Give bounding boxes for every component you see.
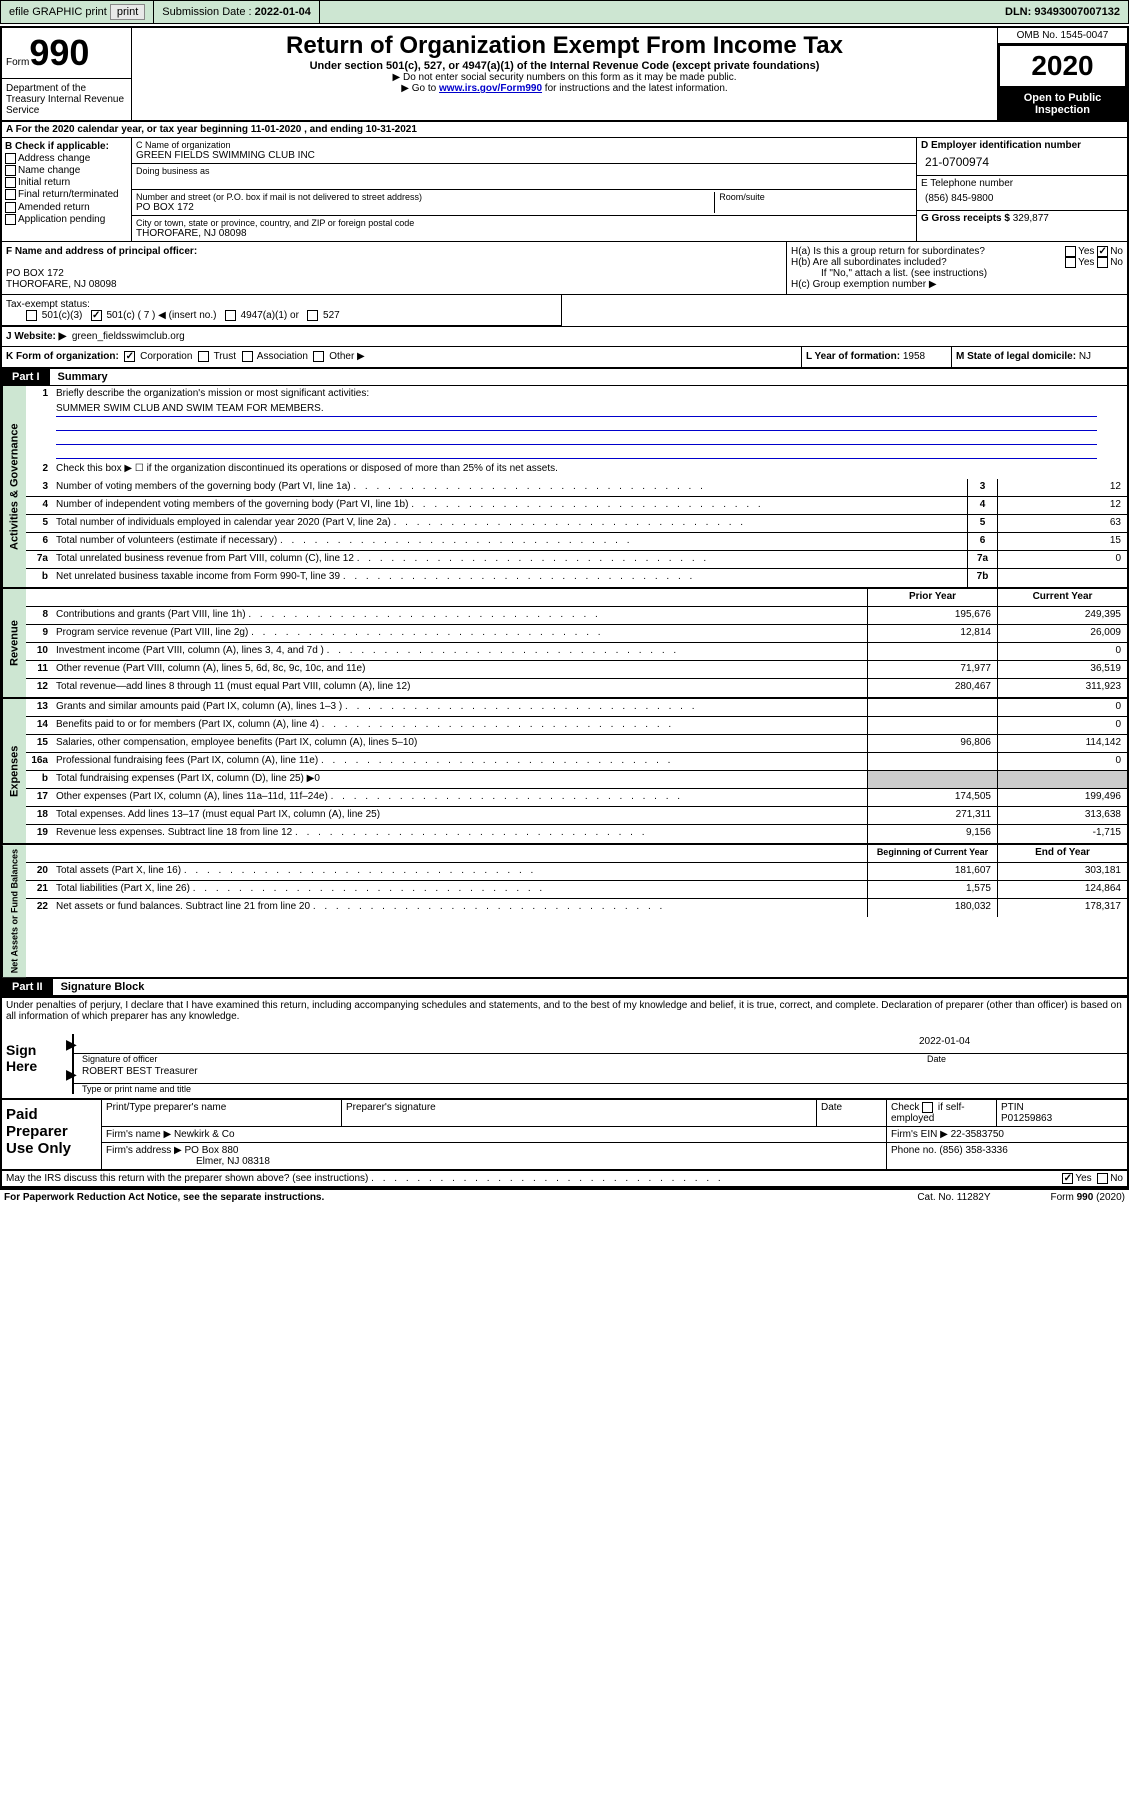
omb-number: OMB No. 1545-0047 <box>998 28 1127 44</box>
form-of-org: K Form of organization: Corporation Trus… <box>2 347 802 366</box>
tax-year: 2020 <box>1000 46 1125 86</box>
row-klm: K Form of organization: Corporation Trus… <box>2 347 1127 368</box>
revenue-section: Revenue Prior YearCurrent Year 8Contribu… <box>2 589 1127 699</box>
form-subtitle: Under section 501(c), 527, or 4947(a)(1)… <box>136 60 993 72</box>
sign-here: Sign Here ▶2022-01-04 Signature of offic… <box>2 1034 1127 1094</box>
side-label-revenue: Revenue <box>2 589 26 697</box>
row-a: A For the 2020 calendar year, or tax yea… <box>2 121 1127 138</box>
group-return: H(a) Is this a group return for subordin… <box>787 242 1127 294</box>
dept-label: Department of the Treasury Internal Reve… <box>2 79 131 120</box>
header-right: OMB No. 1545-0047 2020 Open to PublicIns… <box>997 28 1127 120</box>
side-label-net: Net Assets or Fund Balances <box>2 845 26 977</box>
form-container: Form990 Department of the Treasury Inter… <box>0 26 1129 1190</box>
part-i-header: Part I Summary <box>2 369 1127 386</box>
instructions-link[interactable]: www.irs.gov/Form990 <box>439 83 542 94</box>
principal-officer: F Name and address of principal officer:… <box>2 242 787 294</box>
year-formation: L Year of formation: 1958 <box>802 347 952 366</box>
telephone: E Telephone number(856) 845-9800 <box>917 176 1127 211</box>
inspection-notice: Open to PublicInspection <box>998 88 1127 120</box>
ein: D Employer identification number21-07009… <box>917 138 1127 176</box>
efile-label: efile GRAPHIC print print <box>1 1 154 23</box>
header-center: Return of Organization Exempt From Incom… <box>132 28 997 120</box>
paid-preparer: Paid Preparer Use Only Print/Type prepar… <box>2 1098 1127 1171</box>
activities-governance: Activities & Governance 1 Briefly descri… <box>2 386 1127 589</box>
dba: Doing business as <box>132 164 916 190</box>
org-name: C Name of organizationGREEN FIELDS SWIMM… <box>132 138 916 164</box>
side-label-activities: Activities & Governance <box>2 386 26 587</box>
dln: DLN: 93493007007132 <box>997 4 1128 20</box>
part-ii-header: Part II Signature Block <box>2 977 1127 996</box>
topbar: efile GRAPHIC print print Submission Dat… <box>0 0 1129 24</box>
col-d: D Employer identification number21-07009… <box>917 138 1127 241</box>
row-tax-website: Tax-exempt status: 501(c)(3) 501(c) ( 7 … <box>2 295 1127 327</box>
street-address: Number and street (or P.O. box if mail i… <box>132 190 916 216</box>
section-bcd: B Check if applicable: Address change Na… <box>2 138 1127 242</box>
page-footer: For Paperwork Reduction Act Notice, see … <box>0 1190 1129 1205</box>
gross-receipts: G Gross receipts $ 329,877 <box>917 211 1127 226</box>
signature-declaration: Under penalties of perjury, I declare th… <box>2 996 1127 1024</box>
submission-date: Submission Date : 2022-01-04 <box>154 1 320 23</box>
side-label-expenses: Expenses <box>2 699 26 843</box>
form-title: Return of Organization Exempt From Incom… <box>136 32 993 60</box>
form-note1: ▶ Do not enter social security numbers o… <box>136 72 993 83</box>
net-assets-section: Net Assets or Fund Balances Beginning of… <box>2 845 1127 977</box>
form-header: Form990 Department of the Treasury Inter… <box>2 28 1127 121</box>
state-domicile: M State of legal domicile: NJ <box>952 347 1127 366</box>
mission-text: SUMMER SWIM CLUB AND SWIM TEAM FOR MEMBE… <box>56 403 1097 417</box>
city-state-zip: City or town, state or province, country… <box>132 216 916 241</box>
col-b: B Check if applicable: Address change Na… <box>2 138 132 241</box>
irs-discuss: May the IRS discuss this return with the… <box>2 1171 1127 1188</box>
website: J Website: ▶ green_fieldsswimclub.org <box>2 327 1127 347</box>
tax-exempt-status: Tax-exempt status: 501(c)(3) 501(c) ( 7 … <box>2 295 562 326</box>
print-button[interactable]: print <box>110 4 145 20</box>
expenses-section: Expenses 13Grants and similar amounts pa… <box>2 699 1127 845</box>
form-note2: ▶ Go to www.irs.gov/Form990 for instruct… <box>136 83 993 94</box>
section-fgh: F Name and address of principal officer:… <box>2 242 1127 295</box>
col-c: C Name of organizationGREEN FIELDS SWIMM… <box>132 138 917 241</box>
